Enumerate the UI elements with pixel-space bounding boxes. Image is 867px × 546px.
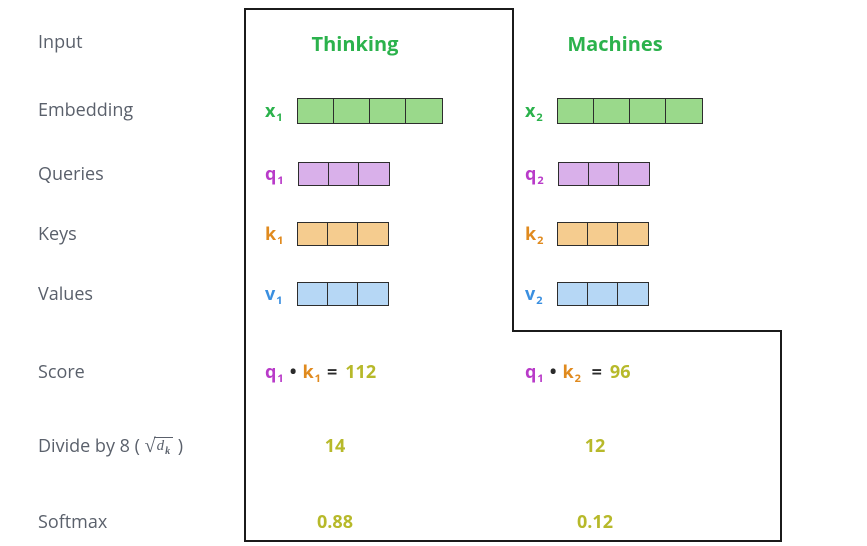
score-k-2: k2 (562, 360, 580, 384)
label-values: Values (38, 282, 93, 306)
border-seg (244, 8, 246, 542)
queries-label: q2 (525, 162, 544, 186)
queries-vector: q2 (525, 162, 775, 186)
dot-operator: • (290, 360, 297, 384)
embedding-cell (334, 99, 370, 123)
label-score: Score (38, 360, 85, 384)
softmax-value-1: 0.88 (265, 510, 405, 534)
values-label: v1 (265, 282, 283, 306)
queries-label: q1 (265, 162, 284, 186)
label-keys: Keys (38, 222, 77, 246)
queries-col-1: q1 (265, 162, 515, 186)
queries-cells (558, 162, 650, 186)
embedding-cell (594, 99, 630, 123)
embedding-vector: x1 (265, 98, 515, 124)
values-cells (557, 282, 649, 306)
embedding-cell (370, 99, 406, 123)
divided-value-2: 12 (525, 434, 665, 458)
score-q-2: q1 (525, 360, 544, 384)
embedding-cells (557, 98, 703, 124)
values-cell (328, 283, 358, 305)
embedding-vector: x2 (525, 98, 775, 124)
values-cells (297, 282, 389, 306)
input-word-2: Machines (525, 30, 705, 57)
values-label: v2 (525, 282, 543, 306)
values-col-2: v2 (525, 282, 775, 306)
border-seg (244, 540, 782, 542)
values-cell (298, 283, 328, 305)
label-queries: Queries (38, 162, 104, 186)
score-value-2: 96 (610, 360, 631, 384)
keys-vector: k1 (265, 222, 515, 246)
values-vector: v2 (525, 282, 775, 306)
keys-col-2: k2 (525, 222, 775, 246)
keys-cell (618, 223, 648, 245)
keys-cell (358, 223, 388, 245)
embedding-cell (406, 99, 442, 123)
keys-cells (557, 222, 649, 246)
keys-cell (328, 223, 358, 245)
embedding-label: x2 (525, 99, 543, 123)
equals-sign: = (587, 360, 602, 384)
values-cell (588, 283, 618, 305)
label-embedding: Embedding (38, 98, 133, 122)
border-seg (512, 330, 782, 332)
embedding-col-1: x1 (265, 98, 515, 124)
values-vector: v1 (265, 282, 515, 306)
values-cell (618, 283, 648, 305)
keys-cell (558, 223, 588, 245)
queries-vector: q1 (265, 162, 515, 186)
queries-col-2: q2 (525, 162, 775, 186)
sqrt-expression: √dk (145, 435, 173, 458)
score-q-1: q1 (265, 360, 284, 384)
keys-cell (588, 223, 618, 245)
label-softmax: Softmax (38, 510, 107, 534)
embedding-cell (298, 99, 334, 123)
score-expr-1: q1 • k1 = 112 (265, 360, 515, 384)
queries-cells (298, 162, 390, 186)
queries-cell (559, 163, 589, 185)
embedding-cell (558, 99, 594, 123)
embedding-cell (630, 99, 666, 123)
values-cell (358, 283, 388, 305)
divided-value-1: 14 (265, 434, 405, 458)
embedding-cells (297, 98, 443, 124)
label-input: Input (38, 30, 83, 54)
score-value-1: 112 (345, 360, 376, 384)
queries-cell (619, 163, 649, 185)
sqrt-body: dk (154, 437, 174, 457)
queries-cell (329, 163, 359, 185)
border-seg (780, 330, 782, 542)
embedding-col-2: x2 (525, 98, 775, 124)
queries-cell (299, 163, 329, 185)
keys-label: k2 (525, 222, 543, 246)
keys-col-1: k1 (265, 222, 515, 246)
values-col-1: v1 (265, 282, 515, 306)
divide-prefix: Divide by 8 ( (38, 434, 145, 458)
input-word-1: Thinking (265, 30, 445, 57)
embedding-label: x1 (265, 99, 283, 123)
keys-cells (297, 222, 389, 246)
keys-cell (298, 223, 328, 245)
score-expr-2: q1 • k2 = 96 (525, 360, 775, 384)
equals-sign: = (327, 360, 337, 384)
divide-suffix: ) (173, 434, 183, 458)
keys-vector: k2 (525, 222, 775, 246)
queries-cell (359, 163, 389, 185)
softmax-value-2: 0.12 (525, 510, 665, 534)
border-seg (244, 8, 514, 10)
dot-operator: • (550, 360, 557, 384)
score-k-1: k1 (302, 360, 320, 384)
values-cell (558, 283, 588, 305)
embedding-cell (666, 99, 702, 123)
queries-cell (589, 163, 619, 185)
label-divide: Divide by 8 ( √dk ) (38, 434, 183, 458)
keys-label: k1 (265, 222, 283, 246)
